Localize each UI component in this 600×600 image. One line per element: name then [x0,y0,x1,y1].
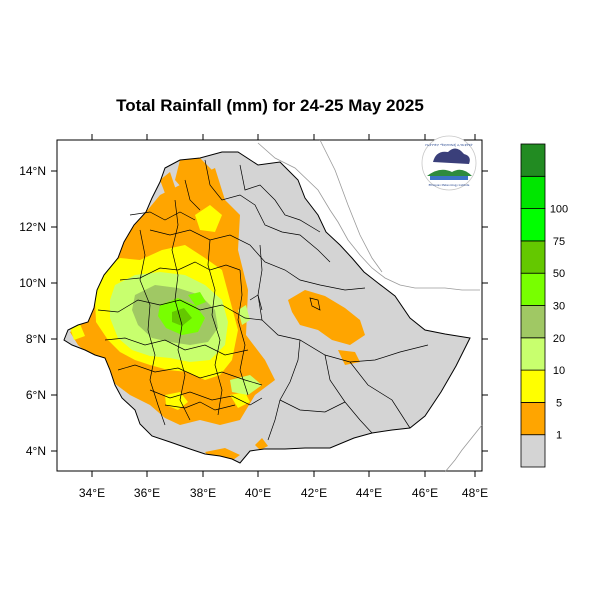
institute-logo: የኢትዮጵያ ሜቲዎሮሎጂ ኢንስቲትዩት Ethiopian Meteorol… [421,135,477,191]
colorbar: 1 5 10 20 30 50 75 100 [520,143,568,468]
admin-boundaries [63,151,471,464]
lat-axis [51,170,488,452]
lon-tick-label: 48°E [462,486,488,500]
lat-tick-label: 14°N [19,164,46,178]
lon-axis [91,134,476,477]
colorbar-label: 50 [553,268,565,280]
lon-tick-label: 42°E [301,486,327,500]
logo-hills-icon [427,169,472,176]
colorbar-label: 30 [553,301,565,313]
colorbar-label: 100 [550,204,568,216]
colorbar-swatch [520,401,546,436]
lat-tick-label: 12°N [19,220,46,234]
lon-tick-label: 44°E [356,486,382,500]
logo-text-bottom: Ethiopian Meteorology Institute [429,183,470,187]
logo-text-top: የኢትዮጵያ ሜቲዎሮሎጂ ኢንስቲትዩት [425,143,473,147]
colorbar-swatch [520,143,546,177]
colorbar-swatch [520,369,546,403]
lon-tick-label: 46°E [412,486,438,500]
lon-tick-label: 34°E [79,486,105,500]
logo-cloud-icon [433,148,470,164]
colorbar-label: 75 [553,236,565,248]
colorbar-swatch [520,272,546,306]
colorbar-swatch [520,305,546,339]
lat-tick-label: 10°N [19,276,46,290]
rain-50-75mm [172,308,192,326]
colorbar-label: 20 [553,333,565,345]
lat-tick-labels: 14°N 12°N 10°N 8°N 6°N 4°N [19,164,46,458]
colorbar-label: 1 [556,430,562,442]
map-title: Total Rainfall (mm) for 24-25 May 2025 [116,96,424,115]
neighbor-boundaries [257,139,483,473]
colorbar-swatch [520,337,546,371]
lon-tick-label: 38°E [190,486,216,500]
colorbar-swatch [520,240,546,274]
lat-tick-label: 8°N [26,332,46,346]
colorbar-label: 5 [556,397,562,409]
lon-tick-labels: 34°E 36°E 38°E 40°E 42°E 44°E 46°E 48°E [79,486,488,500]
colorbar-label: 10 [553,365,565,377]
colorbar-swatch [520,175,546,210]
lon-tick-label: 36°E [134,486,160,500]
colorbar-swatch [520,434,546,468]
rainfall-field [70,158,365,462]
lat-tick-label: 4°N [26,444,46,458]
lat-tick-label: 6°N [26,388,46,402]
lon-tick-label: 40°E [245,486,271,500]
colorbar-swatch [520,208,546,242]
logo-water [430,176,468,180]
